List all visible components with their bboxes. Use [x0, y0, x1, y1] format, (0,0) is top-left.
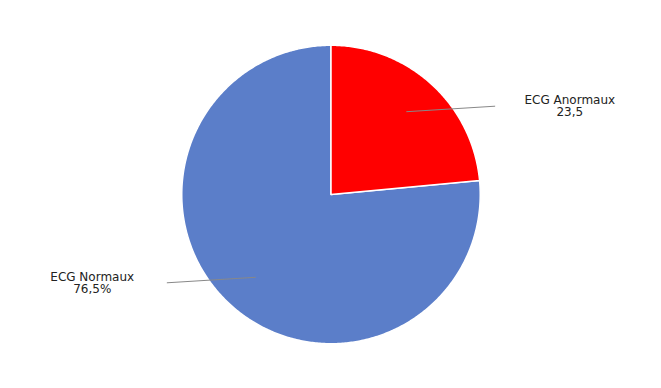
- svg-text:ECG Anormaux23,5: ECG Anormaux23,5: [524, 93, 615, 119]
- svg-text:ECG Normaux76,5%: ECG Normaux76,5%: [50, 270, 134, 296]
